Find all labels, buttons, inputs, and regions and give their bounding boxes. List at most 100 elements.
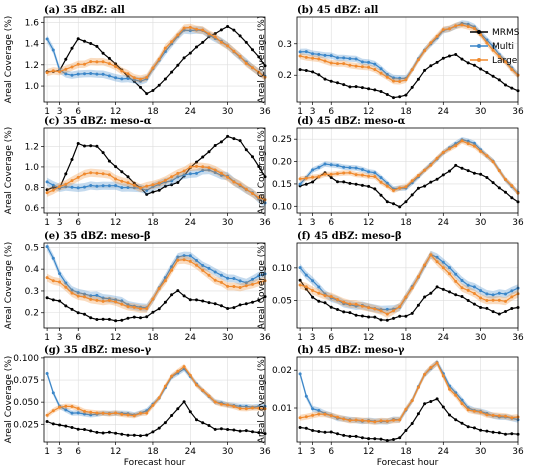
point-multi xyxy=(201,264,205,267)
point-multi xyxy=(311,168,315,172)
point-mrms xyxy=(342,433,346,437)
point-mrms xyxy=(64,57,68,61)
band-large xyxy=(47,162,265,204)
point-large xyxy=(226,175,230,179)
point-large xyxy=(120,179,124,183)
point-multi xyxy=(83,292,86,296)
point-large xyxy=(232,180,236,184)
point-large xyxy=(416,58,420,62)
band-large xyxy=(300,360,518,425)
point-large xyxy=(348,302,352,306)
point-mrms xyxy=(219,28,223,32)
point-multi xyxy=(51,256,55,260)
point-mrms xyxy=(504,83,507,87)
point-large xyxy=(304,176,308,180)
point-mrms xyxy=(251,48,254,52)
point-mrms xyxy=(95,144,99,148)
x-axis-label: Forecast hour xyxy=(124,458,186,468)
point-mrms xyxy=(213,302,217,306)
point-large xyxy=(101,411,105,415)
point-multi xyxy=(323,53,327,57)
point-large xyxy=(201,388,205,392)
x-tick-label: 1 xyxy=(44,218,50,228)
point-mrms xyxy=(107,317,111,321)
point-multi xyxy=(70,185,74,189)
point-mrms xyxy=(360,86,364,90)
point-mrms xyxy=(219,304,223,308)
point-mrms xyxy=(151,89,155,92)
point-large xyxy=(163,384,167,388)
point-large xyxy=(45,71,49,75)
point-mrms xyxy=(76,311,80,315)
point-large xyxy=(472,144,476,148)
point-large xyxy=(454,24,458,28)
point-mrms xyxy=(504,310,507,313)
point-large xyxy=(423,49,427,53)
point-mrms xyxy=(373,437,377,441)
point-large xyxy=(379,309,383,313)
panel-title: (b) 45 dBZ: all xyxy=(297,5,379,16)
point-mrms xyxy=(398,205,402,209)
point-mrms xyxy=(64,424,68,428)
y-tick-label: 0.8 xyxy=(25,183,40,193)
point-large xyxy=(304,285,308,289)
y-tick-label: 0.4 xyxy=(25,265,40,275)
x-tick-label: 30 xyxy=(475,333,487,343)
x-tick-label: 24 xyxy=(438,107,450,117)
point-large xyxy=(114,411,118,415)
point-mrms xyxy=(213,32,217,36)
point-mrms xyxy=(460,57,464,61)
band-multi xyxy=(300,359,518,425)
point-mrms xyxy=(329,430,333,434)
y-tick-label: 0.25 xyxy=(272,135,292,145)
point-large xyxy=(454,393,458,397)
point-mrms xyxy=(416,412,420,416)
point-mrms xyxy=(354,434,358,438)
point-large xyxy=(182,365,186,369)
point-mrms xyxy=(497,186,501,190)
point-multi xyxy=(367,170,371,174)
point-large xyxy=(70,405,74,408)
point-mrms xyxy=(367,315,371,319)
x-tick-label: 6 xyxy=(328,107,334,117)
point-multi xyxy=(398,76,402,80)
x-tick-label: 3 xyxy=(57,333,63,343)
point-multi xyxy=(51,391,55,395)
point-multi xyxy=(89,72,93,75)
point-mrms xyxy=(336,81,339,85)
point-multi xyxy=(126,77,130,80)
point-mrms xyxy=(64,304,68,308)
point-large xyxy=(392,189,395,192)
panel-title: (f) 45 dBZ: meso-β xyxy=(297,231,402,242)
point-large xyxy=(398,305,402,309)
point-mrms xyxy=(348,311,352,315)
x-tick-label: 6 xyxy=(328,333,334,343)
y-tick-label: 0.025 xyxy=(13,420,39,430)
point-large xyxy=(219,280,223,284)
point-mrms xyxy=(466,425,470,429)
point-mrms xyxy=(416,186,420,190)
point-large xyxy=(460,286,464,290)
point-mrms xyxy=(45,188,49,192)
point-large xyxy=(101,60,105,64)
point-mrms xyxy=(298,278,302,282)
point-large xyxy=(257,196,261,199)
point-mrms xyxy=(201,155,205,159)
point-large xyxy=(360,65,364,69)
point-mrms xyxy=(219,140,223,144)
point-multi xyxy=(360,168,364,171)
x-tick-label: 1 xyxy=(297,447,303,457)
point-large xyxy=(385,312,389,316)
x-tick-label: 30 xyxy=(222,447,234,457)
x-tick-label: 36 xyxy=(259,218,271,228)
point-multi xyxy=(373,171,377,175)
point-large xyxy=(89,297,93,301)
point-mrms xyxy=(226,307,230,310)
point-large xyxy=(466,25,470,29)
point-large xyxy=(83,295,86,299)
point-mrms xyxy=(95,318,99,321)
point-large xyxy=(226,44,230,48)
point-large xyxy=(472,292,476,295)
point-mrms xyxy=(238,303,242,307)
